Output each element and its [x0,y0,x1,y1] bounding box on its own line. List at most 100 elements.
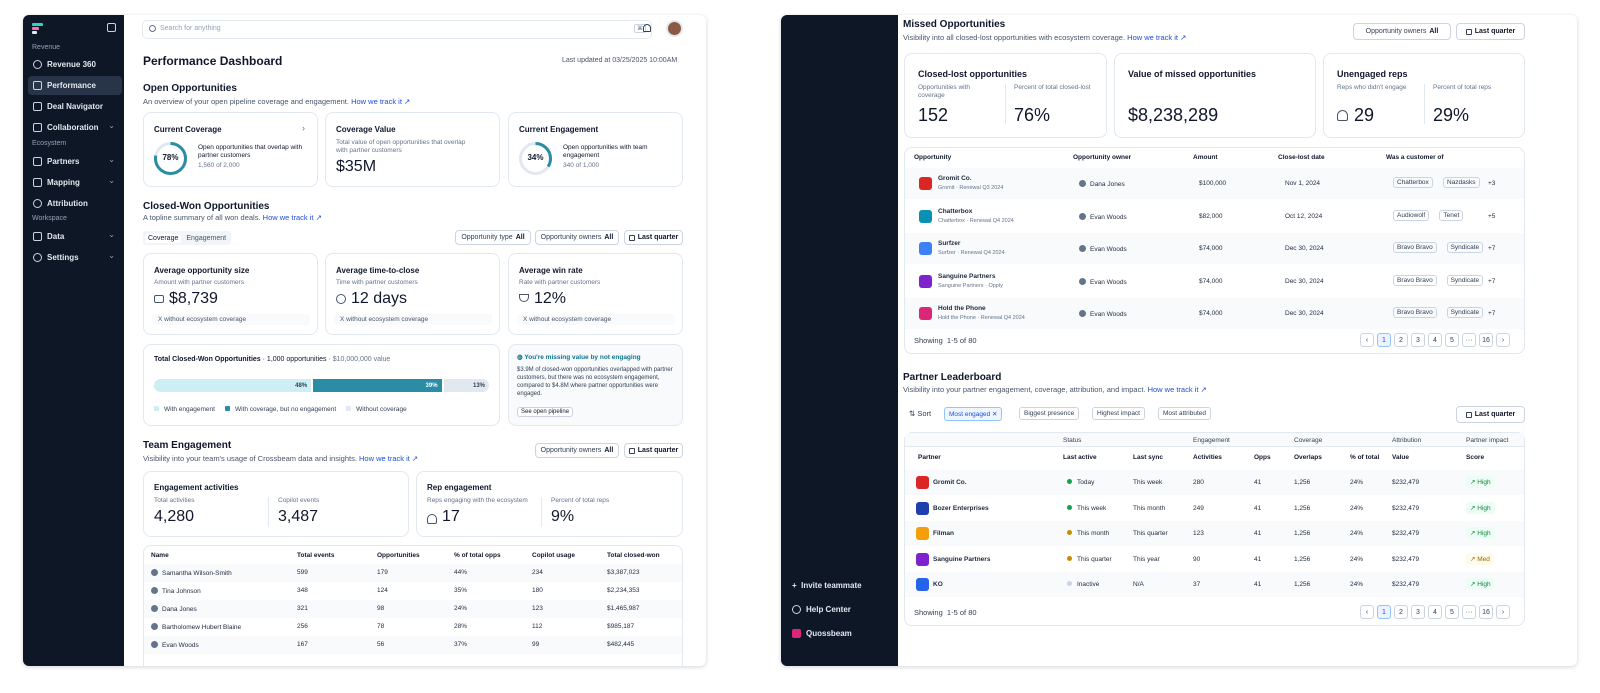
collapse-sidebar-icon[interactable] [107,23,116,32]
more-count[interactable]: +5 [1488,212,1496,220]
page-button[interactable]: 5 [1445,605,1459,619]
column-header[interactable]: % of total [1350,454,1380,461]
period-filter[interactable]: Last quarter [624,230,683,245]
how-we-track-link[interactable]: How we track it ↗ [359,454,419,463]
partner-name[interactable]: Sanguine Partners [933,555,991,563]
avatar[interactable] [666,20,683,37]
chip-biggest-presence[interactable]: Biggest presence [1019,407,1080,420]
customer-tag[interactable]: Bravo Bravo [1393,242,1437,253]
more-count[interactable]: +7 [1488,310,1496,317]
table-row[interactable]: Gromit Co. Gromit · Renewal Q3 2024 Dana J… [905,168,1524,199]
table-row[interactable]: Bozer Enterprises This week This month 249 4… [905,496,1524,521]
page-button[interactable]: 4 [1428,605,1442,619]
period-filter[interactable]: Last quarter [624,443,683,458]
how-we-track-link[interactable]: How we track it ↗ [262,213,322,222]
sidebar-item-deal-navigator[interactable]: Deal Navigator [28,97,122,116]
period-filter[interactable]: Last quarter [1456,23,1525,40]
coverage-card[interactable]: Current Coverage › 78% Open opportunitie… [143,112,318,187]
column-header[interactable]: Partner [918,454,941,461]
customer-tag[interactable]: Bravo Bravo [1393,307,1437,318]
sidebar-item-mapping[interactable]: Mapping ⌄ [28,173,122,192]
column-header[interactable]: Opps [1254,454,1271,461]
search-input[interactable]: Search for anything ⌘ [142,20,652,39]
sidebar-item-partners[interactable]: Partners ⌄ [28,152,122,171]
partner-name[interactable]: Filman [933,530,954,537]
partner-name[interactable]: Gromit Co. [933,479,967,486]
next-page-icon[interactable]: › [1496,333,1510,347]
chip-most-engaged[interactable]: Most engaged ✕ [944,407,1003,421]
more-count[interactable]: +7 [1488,245,1496,252]
table-row[interactable]: Gromit Co. Today This week 280 41 1,256 24% $23… [905,470,1524,495]
column-header[interactable]: Activities [1193,454,1222,461]
bell-icon[interactable] [643,24,651,32]
workspace-switcher[interactable]: Quossbeam [792,629,852,638]
table-row[interactable]: Filman This month This quarter 123 41 1,256 24… [905,521,1524,546]
how-we-track-link[interactable]: How we track it ↗ [1127,33,1187,42]
customer-tag[interactable]: Nazdasks [1443,177,1480,188]
page-button[interactable]: ··· [1462,333,1476,347]
opportunity-name[interactable]: Sanguine Partners [938,272,996,280]
customer-tag[interactable]: Syndicate [1446,274,1484,286]
page-button[interactable]: 4 [1428,333,1442,347]
column-header[interactable]: Total events [297,552,335,559]
column-header[interactable]: Opportunities [377,552,420,559]
customer-tag[interactable]: Syndicate [1446,307,1484,318]
table-row[interactable]: Bartholomew Hubert Blaine 256 78 28% 112 $985… [144,618,682,636]
page-button[interactable]: 3 [1411,605,1425,619]
column-header[interactable]: Value [1392,454,1409,461]
sidebar-item-data[interactable]: Data ⌄ [28,227,122,246]
how-we-track-link[interactable]: How we track it ↗ [351,97,411,106]
column-header[interactable]: Copilot usage [532,552,575,559]
column-header[interactable]: Total closed-won [607,552,660,559]
opportunity-owners-filter[interactable]: Opportunity owners All [535,230,619,245]
sidebar-item-attribution[interactable]: Attribution [28,194,122,213]
customer-tag[interactable]: Chatterbox [1393,177,1433,188]
customer-tag[interactable]: Syndicate [1446,242,1484,253]
column-header[interactable]: % of total opps [454,552,501,559]
page-button[interactable]: 1 [1377,605,1391,619]
next-page-icon[interactable]: › [1496,605,1510,619]
previous-page-icon[interactable]: ‹ [1360,333,1374,347]
help-center-button[interactable]: Help Center [792,605,851,614]
column-header[interactable]: Opportunity [914,154,952,161]
chip-highest-impact[interactable]: Highest impact [1092,407,1145,420]
column-header[interactable]: Amount [1193,154,1218,161]
page-button[interactable]: 16 [1479,605,1493,619]
invite-teammate-button[interactable]: + Invite teammate [792,581,862,590]
opportunity-owners-filter[interactable]: Opportunity owners All [535,443,619,458]
chip-most-attributed[interactable]: Most attributed [1158,407,1211,420]
sidebar-item-collaboration[interactable]: Collaboration ⌄ [28,118,122,137]
table-row[interactable]: Samantha Wilson-Smith 599 179 44% 234 $3,387,… [144,564,682,582]
column-header[interactable]: Overlaps [1294,454,1322,461]
table-row[interactable]: Tina Johnson 348 124 35% 180 $2,234,353 [144,582,682,600]
column-header[interactable]: Was a customer of [1386,154,1444,161]
close-icon[interactable]: ✕ [992,411,998,418]
table-row[interactable]: Chatterbox Chatterbox · Renewal Q4 2024 Ev… [905,201,1524,232]
page-button[interactable]: 5 [1445,333,1459,347]
period-filter[interactable]: Last quarter [1456,406,1525,423]
previous-page-icon[interactable]: ‹ [1360,605,1374,619]
more-count[interactable]: +7 [1488,277,1496,285]
page-button[interactable]: 16 [1479,333,1493,347]
table-row[interactable]: Dana Jones 321 98 24% 123 $1,465,987 [144,600,682,618]
opportunity-name[interactable]: Surfzer [938,240,961,247]
table-row[interactable]: Sanguine Partners Sanguine Partners · Opp… [905,266,1524,297]
column-header[interactable]: Last active [1063,454,1097,461]
column-header[interactable]: Last sync [1133,454,1163,461]
table-row[interactable]: Surfzer Surfzer · Renewal Q4 2024 Evan Woo… [905,233,1524,264]
page-button[interactable]: 2 [1394,605,1408,619]
column-header[interactable]: Close-lost date [1278,154,1325,161]
tab-coverage[interactable]: Coverage [145,233,182,243]
page-button[interactable]: 3 [1411,333,1425,347]
opportunity-name[interactable]: Gromit Co. [938,175,972,182]
customer-tag[interactable]: Audiowolf [1393,209,1430,221]
opportunity-name[interactable]: Hold the Phone [938,305,986,312]
how-we-track-link[interactable]: How we track it ↗ [1147,385,1207,394]
table-row[interactable]: Sanguine Partners This quarter This year 90… [905,547,1524,572]
sidebar-item-settings[interactable]: Settings ⌄ [28,248,122,267]
sidebar-item-performance[interactable]: Performance [28,76,122,95]
column-header[interactable]: Score [1466,454,1485,461]
opportunity-owners-filter[interactable]: Opportunity owners All [1353,23,1451,40]
opportunity-name[interactable]: Chatterbox [938,207,973,215]
sidebar-item-revenue-360[interactable]: Revenue 360 [28,55,122,74]
